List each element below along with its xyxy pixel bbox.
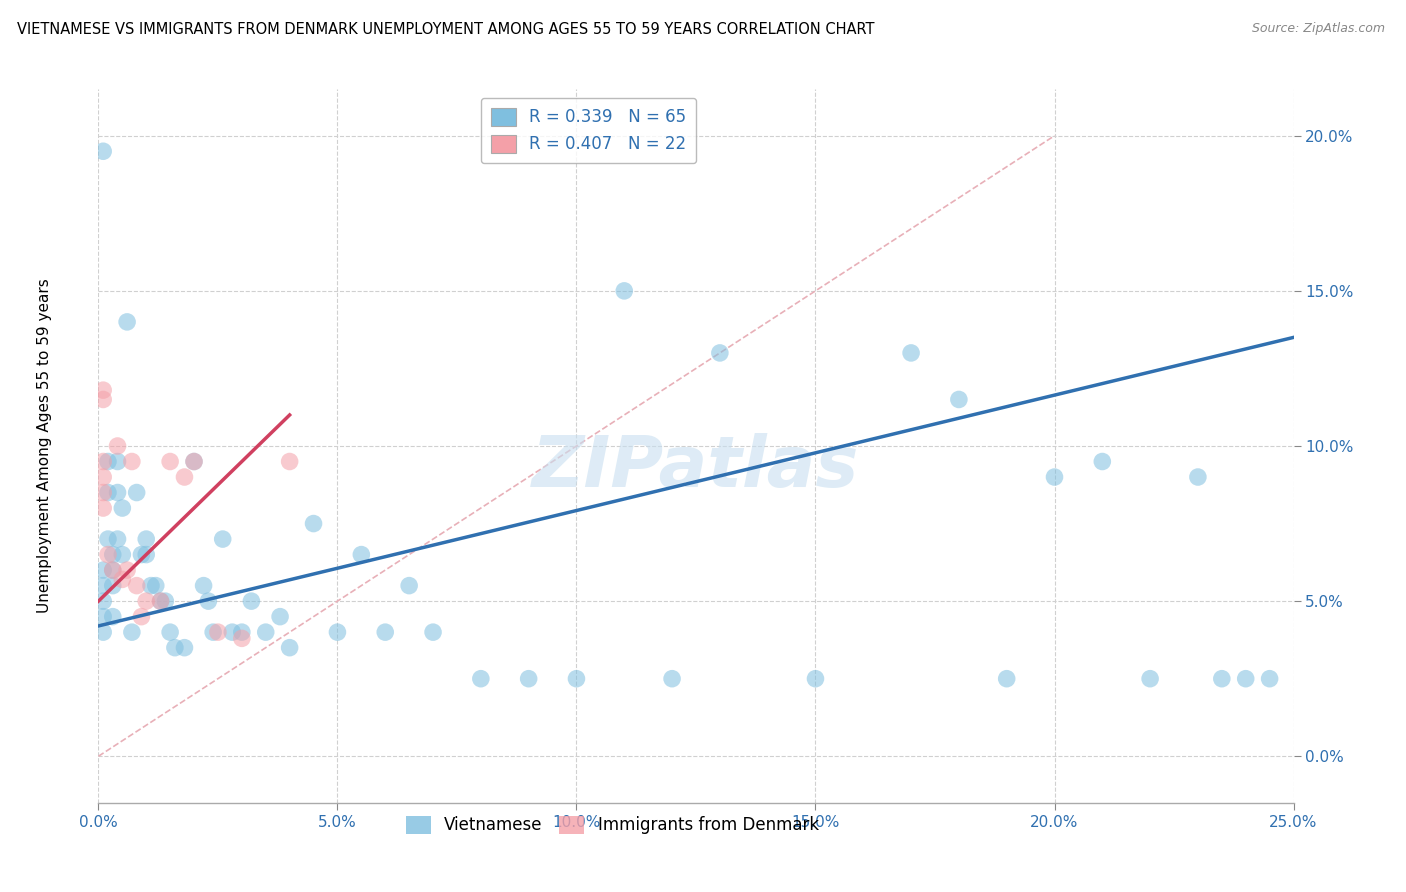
Point: [111, 501, 134, 516]
Point: [374, 625, 396, 640]
Point: [565, 672, 588, 686]
Text: VIETNAMESE VS IMMIGRANTS FROM DENMARK UNEMPLOYMENT AMONG AGES 55 TO 59 YEARS COR: VIETNAMESE VS IMMIGRANTS FROM DENMARK UN…: [17, 22, 875, 37]
Point: [107, 532, 129, 546]
Point: [240, 594, 263, 608]
Point: [121, 454, 143, 468]
Point: [91, 563, 114, 577]
Point: [101, 609, 124, 624]
Point: [149, 594, 172, 608]
Point: [517, 672, 540, 686]
Point: [159, 454, 181, 468]
Point: [97, 532, 120, 546]
Point: [1043, 470, 1066, 484]
Point: [159, 625, 181, 640]
Point: [91, 470, 114, 484]
Point: [211, 532, 233, 546]
Point: [91, 392, 114, 407]
Point: [207, 625, 229, 640]
Point: [1211, 672, 1233, 686]
Point: [101, 563, 124, 577]
Point: [613, 284, 636, 298]
Point: [183, 454, 205, 468]
Point: [149, 594, 172, 608]
Point: [173, 640, 195, 655]
Point: [91, 145, 114, 159]
Point: [163, 640, 186, 655]
Point: [350, 548, 373, 562]
Point: [804, 672, 827, 686]
Point: [107, 439, 129, 453]
Point: [125, 579, 148, 593]
Point: [661, 672, 683, 686]
Point: [91, 609, 114, 624]
Point: [1091, 454, 1114, 468]
Point: [221, 625, 243, 640]
Point: [995, 672, 1018, 686]
Point: [183, 454, 205, 468]
Point: [139, 579, 162, 593]
Point: [111, 548, 134, 562]
Point: [193, 579, 215, 593]
Point: [131, 609, 153, 624]
Point: [1139, 672, 1161, 686]
Point: [470, 672, 492, 686]
Point: [173, 470, 195, 484]
Point: [1234, 672, 1257, 686]
Point: [91, 579, 114, 593]
Point: [115, 315, 138, 329]
Text: Source: ZipAtlas.com: Source: ZipAtlas.com: [1251, 22, 1385, 36]
Point: [101, 548, 124, 562]
Point: [125, 485, 148, 500]
Point: [231, 632, 253, 646]
Point: [326, 625, 349, 640]
Point: [202, 625, 225, 640]
Point: [101, 563, 124, 577]
Point: [278, 454, 301, 468]
Point: [422, 625, 444, 640]
Point: [145, 579, 167, 593]
Point: [101, 579, 124, 593]
Point: [91, 485, 114, 500]
Point: [1258, 672, 1281, 686]
Text: ZIPatlas: ZIPatlas: [533, 433, 859, 502]
Point: [97, 548, 120, 562]
Point: [398, 579, 420, 593]
Point: [91, 454, 114, 468]
Point: [131, 548, 153, 562]
Point: [135, 594, 157, 608]
Point: [1187, 470, 1209, 484]
Point: [97, 485, 120, 500]
Point: [91, 594, 114, 608]
Point: [91, 383, 114, 397]
Point: [948, 392, 970, 407]
Point: [231, 625, 253, 640]
Point: [135, 548, 157, 562]
Point: [91, 501, 114, 516]
Point: [254, 625, 277, 640]
Point: [709, 346, 731, 360]
Point: [269, 609, 291, 624]
Point: [91, 625, 114, 640]
Point: [900, 346, 922, 360]
Point: [155, 594, 177, 608]
Point: [197, 594, 219, 608]
Text: Unemployment Among Ages 55 to 59 years: Unemployment Among Ages 55 to 59 years: [38, 278, 52, 614]
Point: [302, 516, 325, 531]
Point: [107, 454, 129, 468]
Point: [111, 573, 134, 587]
Point: [121, 625, 143, 640]
Point: [107, 485, 129, 500]
Point: [135, 532, 157, 546]
Point: [97, 454, 120, 468]
Legend: Vietnamese, Immigrants from Denmark: Vietnamese, Immigrants from Denmark: [399, 809, 825, 841]
Point: [115, 563, 138, 577]
Point: [278, 640, 301, 655]
